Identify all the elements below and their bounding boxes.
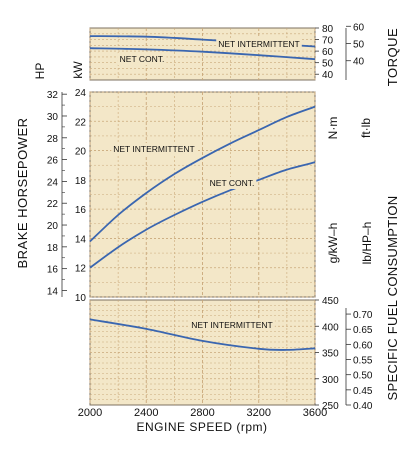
curve-label-background	[117, 53, 167, 65]
tick-label-lbhph: 0.45	[353, 386, 373, 397]
x-tick-label: 2400	[134, 407, 158, 419]
tick-label-nm: 70	[322, 36, 334, 47]
x-tick-label: 3200	[247, 407, 271, 419]
tick-label-nm: 60	[322, 47, 334, 58]
label-power-net-intermittent: NET INTERMITTENT	[113, 144, 195, 154]
label-torque-net-intermittent: NET INTERMITTENT	[218, 39, 300, 49]
nm-unit-label: N·m	[326, 117, 340, 140]
label-sfc-net-intermittent: NET INTERMITTENT	[191, 320, 273, 330]
power-net-cont-curve	[89, 161, 316, 269]
tick-label-kw: 20	[75, 147, 87, 158]
tick-label-hp: 24	[47, 177, 59, 188]
tick-label-kw: 22	[75, 117, 87, 128]
x-tick-label: 2000	[78, 407, 102, 419]
gkwh-unit-label: g/kW–h	[326, 223, 340, 264]
tick-label-hp: 16	[47, 265, 59, 276]
sfc-label: SPECIFIC FUEL CONSUMPTION	[385, 196, 400, 401]
tick-label-kw: 16	[75, 205, 87, 216]
axis-ticks: 4050607080405060101214161820222414161820…	[47, 22, 373, 419]
power-net-intermittent-curve	[89, 105, 316, 243]
torque-net-cont-curve	[89, 47, 316, 61]
curve-label-background	[207, 177, 257, 189]
tick-label-lbhph: 0.60	[353, 340, 373, 351]
curve-label-background	[216, 38, 302, 50]
tick-label-gkwh: 450	[322, 296, 339, 307]
x-tick-label: 3600	[303, 407, 327, 419]
grid-lines	[89, 28, 316, 405]
curve-label-background	[111, 143, 197, 155]
tick-label-gkwh: 250	[322, 401, 339, 412]
tick-label-gkwh: 400	[322, 322, 339, 333]
curve-labels: NET INTERMITTENT NET CONT. NET INTERMITTEN…	[111, 38, 302, 331]
tick-label-nm: 80	[322, 24, 334, 35]
tick-label-hp: 22	[47, 199, 59, 210]
tick-label-kw: 14	[75, 234, 87, 245]
tick-label-kw: 12	[75, 264, 87, 275]
tick-label-ftlb: 60	[353, 22, 365, 33]
lbhph-unit-label: lb/HP–h	[360, 222, 374, 265]
tick-label-lbhph: 0.70	[353, 310, 373, 321]
kw-unit-label: kW	[71, 61, 85, 79]
tick-label-hp: 30	[47, 112, 59, 123]
tick-label-hp: 20	[47, 221, 59, 232]
tick-label-lbhph: 0.55	[353, 356, 373, 367]
ftlb-unit-label: ft·lb	[359, 118, 373, 138]
tick-label-kw: 18	[75, 176, 87, 187]
label-torque-net-cont: NET CONT.	[120, 54, 165, 64]
tick-label-hp: 26	[47, 156, 59, 167]
sfc-net-intermittent-curve	[89, 318, 316, 351]
torque-label: TORQUE	[385, 28, 400, 86]
brake-horsepower-label: BRAKE HORSEPOWER	[15, 117, 30, 268]
tick-label-hp: 14	[47, 286, 59, 297]
tick-label-ftlb: 40	[353, 57, 365, 68]
tick-label-lbhph: 0.65	[353, 325, 373, 336]
tick-label-kw: 24	[75, 88, 87, 99]
tick-label-hp: 28	[47, 134, 59, 145]
x-tick-label: 2800	[190, 407, 214, 419]
tick-label-lbhph: 0.40	[353, 401, 373, 412]
tick-label-nm: 50	[322, 59, 334, 70]
curves	[89, 35, 316, 351]
tick-label-nm: 40	[322, 70, 334, 81]
x-axis-title: ENGINE SPEED (rpm)	[136, 420, 267, 434]
tick-label-lbhph: 0.50	[353, 371, 373, 382]
curve-label-background	[189, 319, 275, 331]
label-power-net-cont: NET CONT.	[210, 178, 255, 188]
tick-label-hp: 32	[47, 90, 59, 101]
hp-unit-label: HP	[33, 63, 47, 80]
tick-label-kw: 10	[75, 293, 87, 304]
tick-label-ftlb: 50	[353, 39, 365, 50]
tick-label-gkwh: 300	[322, 375, 339, 386]
tick-label-hp: 18	[47, 243, 59, 254]
tick-label-gkwh: 350	[322, 349, 339, 360]
